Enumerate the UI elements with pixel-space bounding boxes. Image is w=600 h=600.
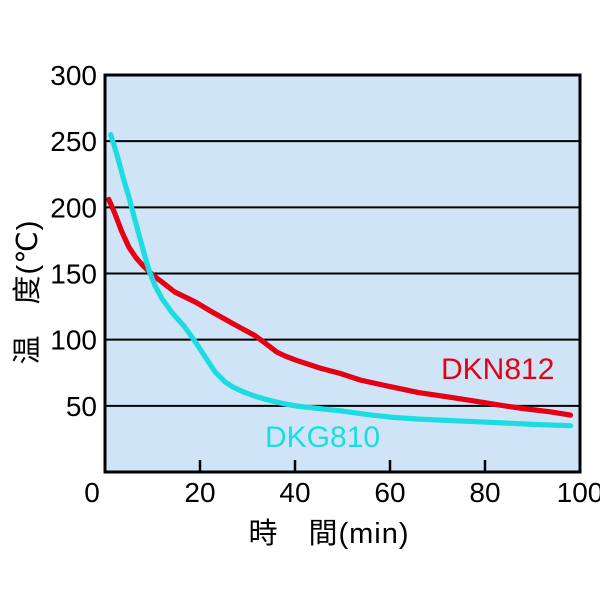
series-label-dkn812: DKN812	[441, 353, 555, 386]
x-tick-label-60: 60	[374, 477, 405, 508]
y-tick-label-100: 100	[50, 325, 97, 356]
x-tick-label-0: 0	[84, 477, 100, 508]
series-line-dkg810	[108, 132, 574, 429]
x-tick-label-100: 100	[557, 477, 600, 508]
plot-border	[103, 73, 582, 474]
series-label-dkg810: DKG810	[265, 421, 381, 454]
x-tick-label-40: 40	[279, 477, 310, 508]
x-tick-label-80: 80	[469, 477, 500, 508]
y-axis-title: 温 度(℃)	[12, 219, 44, 365]
y-tick-label-200: 200	[50, 192, 97, 223]
y-tick-label-300: 300	[50, 60, 97, 91]
y-tick-label-50: 50	[66, 391, 97, 422]
y-tick-label-150: 150	[50, 259, 97, 290]
series-line-dkn812	[106, 196, 574, 418]
y-tick-label-250: 250	[50, 126, 97, 157]
x-axis-title: 時 間(min)	[248, 518, 410, 550]
x-tick-label-20: 20	[184, 477, 215, 508]
